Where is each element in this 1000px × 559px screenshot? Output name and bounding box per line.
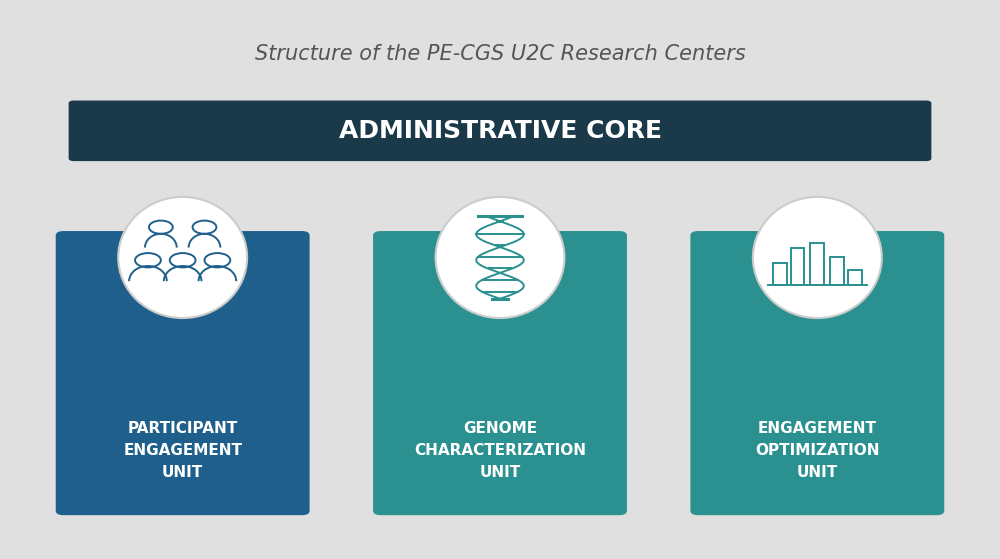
- Ellipse shape: [118, 197, 247, 318]
- Text: ADMINISTRATIVE CORE: ADMINISTRATIVE CORE: [339, 119, 662, 143]
- FancyBboxPatch shape: [69, 101, 931, 161]
- Text: GENOME
CHARACTERIZATION
UNIT: GENOME CHARACTERIZATION UNIT: [414, 420, 586, 480]
- FancyBboxPatch shape: [373, 231, 627, 515]
- FancyBboxPatch shape: [56, 231, 310, 515]
- Bar: [848, 269, 862, 285]
- Ellipse shape: [753, 197, 882, 318]
- Bar: [791, 248, 804, 285]
- Text: ENGAGEMENT
OPTIMIZATION
UNIT: ENGAGEMENT OPTIMIZATION UNIT: [755, 420, 880, 480]
- Bar: [830, 258, 844, 285]
- Text: PARTICIPANT
ENGAGEMENT
UNIT: PARTICIPANT ENGAGEMENT UNIT: [123, 420, 242, 480]
- FancyBboxPatch shape: [690, 231, 944, 515]
- Text: Structure of the PE-CGS U2C Research Centers: Structure of the PE-CGS U2C Research Cen…: [255, 44, 745, 64]
- Bar: [773, 263, 787, 285]
- Bar: [810, 243, 824, 285]
- Ellipse shape: [436, 197, 564, 318]
